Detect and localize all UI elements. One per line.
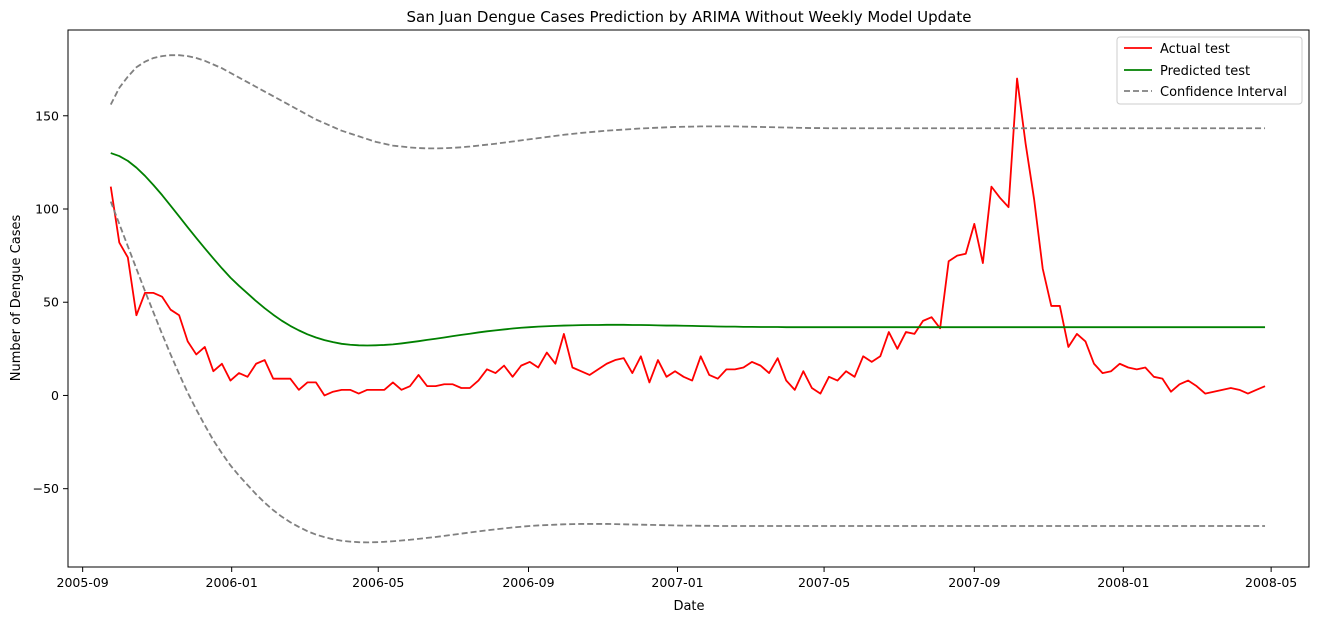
x-axis-label: Date	[673, 599, 704, 614]
x-tick-label: 2008-05	[1245, 575, 1297, 590]
series-line-confidence-interval-lower	[109, 201, 1266, 544]
y-tick-label: 100	[35, 202, 59, 217]
x-tick-label: 2006-09	[502, 575, 554, 590]
x-tick-label: 2007-09	[948, 575, 1000, 590]
legend-box	[1116, 36, 1303, 105]
y-tick-label: 150	[35, 108, 59, 123]
plot-lines	[109, 54, 1266, 544]
legend: Actual test Predicted test Confidence In…	[1116, 36, 1303, 105]
y-axis-label: Number of Dengue Cases	[9, 215, 24, 382]
y-tick-label: −50	[33, 481, 59, 496]
chart-title: San Juan Dengue Cases Prediction by ARIM…	[407, 8, 972, 26]
legend-label-predicted: Predicted test	[1160, 64, 1250, 79]
series-line-confidence-interval-upper	[109, 54, 1266, 150]
x-tick-label: 2006-01	[206, 575, 258, 590]
y-tick-label: 50	[43, 295, 59, 310]
x-axis: 2005-09 2006-01 2006-05 2006-09 2007-01 2007-…	[57, 567, 1297, 590]
series-line-actual-test	[109, 77, 1266, 397]
y-axis: −50 0 50 100 150	[33, 108, 68, 496]
x-tick-label: 2007-05	[798, 575, 850, 590]
x-tick-label: 2006-05	[352, 575, 404, 590]
y-tick-label: 0	[51, 388, 59, 403]
plot-frame	[67, 29, 1310, 568]
legend-label-confidence: Confidence Interval	[1160, 85, 1287, 100]
legend-label-actual: Actual test	[1160, 42, 1230, 57]
x-tick-label: 2007-01	[651, 575, 703, 590]
x-tick-label: 2008-01	[1097, 575, 1149, 590]
series-line-predicted-test	[110, 152, 1266, 347]
x-tick-label: 2005-09	[57, 575, 109, 590]
